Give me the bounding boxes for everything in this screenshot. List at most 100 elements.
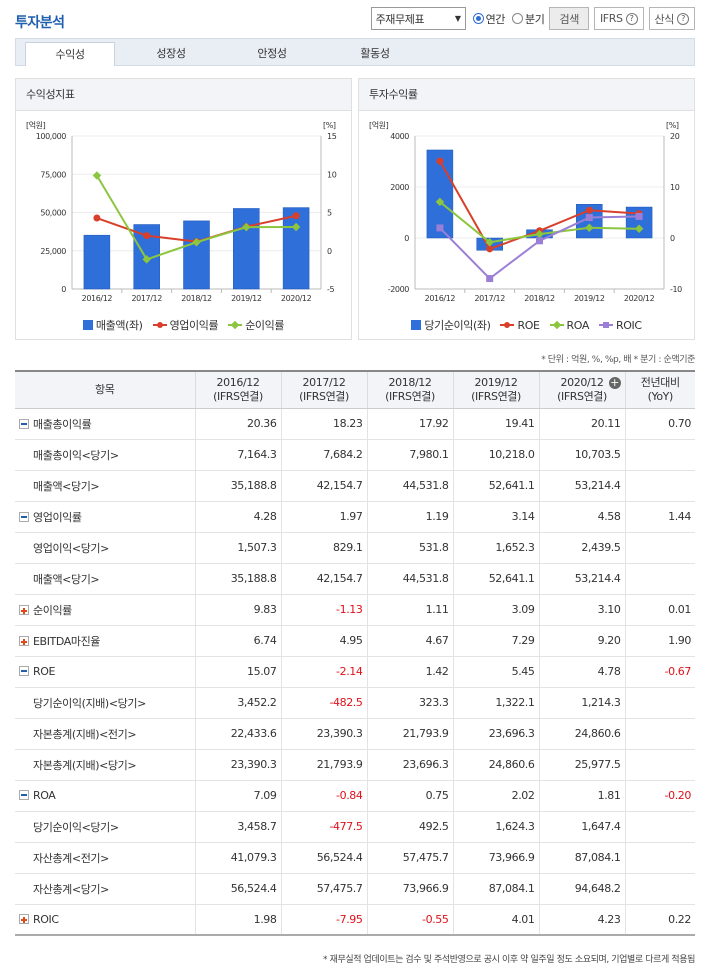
return-chart-panel: 투자수익률 [억원] [%] 4000 2000 0 -2000 20 10 0 -10 2016/… (358, 78, 695, 340)
collapse-icon[interactable] (19, 790, 29, 800)
profitability-chart: [억원] [%] 100,000 75,000 50,000 25,000 0 15 10 5 0 -… (26, 120, 337, 303)
table-cell: 1.11 (366, 594, 453, 626)
add-column-icon[interactable]: + (608, 376, 621, 389)
row-label-cell[interactable]: 영업이익률 (15, 501, 195, 533)
legend-line-swatch (500, 320, 515, 330)
table-cell: 492.5 (366, 811, 453, 843)
legend-item[interactable]: ROIC (598, 317, 642, 333)
legend-item[interactable]: 당기순이익(좌) (411, 317, 491, 333)
legend-label: 매출액(좌) (95, 319, 143, 332)
table-cell: 0.75 (366, 780, 453, 812)
legend-item[interactable]: 매출액(좌) (82, 317, 143, 333)
table-row: 영업이익<당기> 1,507.3 829.1 531.8 1,652.3 2,439.5 (15, 532, 695, 564)
table-cell: 3.14 (452, 501, 539, 533)
column-header-period: 2019/12 (IFRS연결) (452, 370, 539, 409)
row-label-cell: 매출총이익<당기> (15, 439, 195, 471)
table-row: 당기순이익<당기> 3,458.7 -477.5 492.5 1,624.3 1,647.… (15, 811, 695, 843)
table-cell: -0.55 (366, 904, 453, 936)
unit-note: * 단위 : 억원, %, %p, 배 * 분기 : 순액기준 (541, 355, 695, 365)
x-tick-label: 2019/12 (231, 294, 262, 303)
row-label: 자산총계<당기> (33, 882, 109, 896)
x-tick-label: 2020/12 (624, 294, 655, 303)
table-row: 매출총이익률 20.36 18.23 17.92 19.41 20.11 0.70 (15, 408, 695, 440)
y-left-tick-label: 4000 (390, 132, 409, 141)
legend-label: 당기순이익(좌) (424, 319, 491, 332)
table-cell: 19.41 (452, 408, 539, 440)
collapse-icon[interactable] (19, 666, 29, 676)
line-point (93, 214, 101, 222)
row-label: ROE (33, 665, 56, 678)
collapse-icon[interactable] (19, 418, 29, 429)
table-cell: 3.09 (452, 594, 539, 626)
table-cell: 323.3 (366, 687, 453, 719)
table-row: 매출액<당기> 35,188.8 42,154.7 44,531.8 52,641.1 5… (15, 563, 695, 595)
legend-item[interactable]: 영업이익률 (152, 317, 219, 333)
table-cell: -1.13 (280, 594, 367, 626)
row-label-cell[interactable]: 순이익률 (15, 594, 195, 626)
table-cell: 23,696.3 (366, 749, 453, 781)
table-cell: 4.28 (194, 501, 281, 533)
help-icon: ? (677, 12, 689, 25)
tab-activity[interactable]: 활동성 (360, 47, 390, 60)
table-cell: 5.45 (452, 656, 539, 688)
row-label: 자산총계<전기> (33, 851, 109, 865)
table-cell: 2,439.5 (538, 532, 625, 564)
table-cell: 56,524.4 (194, 873, 281, 905)
table-cell: 23,696.3 (452, 718, 539, 750)
expand-icon[interactable] (19, 913, 29, 924)
legend-item[interactable]: ROA (549, 317, 589, 333)
expand-icon[interactable] (19, 635, 29, 646)
radio-annual[interactable]: 연간 (472, 11, 505, 27)
expand-icon[interactable] (19, 604, 29, 615)
table-cell: 1,322.1 (452, 687, 539, 719)
legend-line-swatch (228, 320, 243, 330)
x-tick-label: 2016/12 (425, 294, 456, 303)
x-tick-label: 2018/12 (524, 294, 555, 303)
radio-quarter[interactable]: 분기 (512, 11, 545, 27)
left-axis-unit: [억원] (26, 120, 46, 130)
formula-help-button[interactable]: 산식 ? (648, 7, 695, 30)
collapse-icon[interactable] (19, 511, 29, 522)
row-label-cell[interactable]: 매출총이익률 (15, 408, 195, 440)
table-cell: 4.95 (280, 625, 367, 657)
table-cell (624, 470, 695, 502)
bar (83, 234, 111, 290)
statement-type-select[interactable]: 주재무제표 ▼ (370, 7, 466, 30)
radio-annual-dot[interactable] (472, 13, 484, 24)
row-label-cell[interactable]: ROA (15, 780, 195, 812)
table-cell: 53,214.4 (538, 563, 625, 595)
table-cell: 1,624.3 (452, 811, 539, 843)
table-cell: 24,860.6 (538, 718, 625, 750)
tab-stability[interactable]: 안정성 (257, 47, 287, 60)
row-label: 당기순이익(지배)<당기> (33, 696, 146, 710)
table-cell: 1.98 (194, 904, 281, 936)
row-label-cell[interactable]: ROIC (15, 904, 195, 936)
table-cell: 21,793.9 (280, 749, 367, 781)
table-cell: 87,084.1 (538, 842, 625, 874)
y-right-tick-label: 10 (670, 183, 680, 192)
y-right-tick-label: 0 (670, 234, 675, 243)
ifrs-help-button[interactable]: IFRS ? (593, 7, 644, 30)
tab-profitability[interactable]: 수익성 (25, 42, 115, 66)
line-point (436, 224, 444, 232)
legend-item[interactable]: ROE (500, 317, 540, 333)
table-cell: 1,507.3 (194, 532, 281, 564)
row-label-cell: 자본총계(지배)<전기> (15, 718, 195, 750)
search-button[interactable]: 검색 (549, 7, 589, 30)
table-cell (624, 439, 695, 471)
radio-quarter-dot[interactable] (512, 13, 524, 24)
tab-growth[interactable]: 성장성 (156, 47, 186, 60)
table-cell: 1,647.4 (538, 811, 625, 843)
row-label-cell: 당기순이익<당기> (15, 811, 195, 843)
table-cell: 44,531.8 (366, 470, 453, 502)
table-cell: 25,977.5 (538, 749, 625, 781)
line-point (536, 237, 543, 245)
table-cell: 35,188.8 (194, 563, 281, 595)
legend-item[interactable]: 순이익률 (228, 317, 284, 333)
table-cell: 7,164.3 (194, 439, 281, 471)
tab-bar: 수익성 성장성 안정성 활동성 (15, 38, 695, 66)
row-label-cell[interactable]: ROE (15, 656, 195, 688)
row-label-cell[interactable]: EBITDA마진율 (15, 625, 195, 657)
table-row: 자산총계<당기> 56,524.4 57,475.7 73,966.9 87,084.1… (15, 873, 695, 905)
y-right-tick-label: 5 (327, 209, 332, 218)
